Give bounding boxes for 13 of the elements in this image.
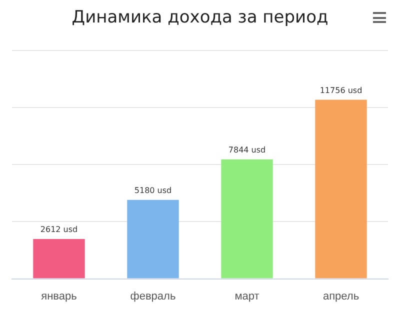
x-tick-label: январь — [41, 290, 78, 302]
bar — [33, 239, 85, 278]
x-tick-label: апрель — [322, 290, 360, 302]
bar — [221, 159, 273, 278]
data-label: 11756 usd — [320, 86, 362, 95]
bar — [127, 200, 179, 278]
x-tick-label: февраль — [130, 290, 176, 302]
data-label: 2612 usd — [40, 225, 78, 234]
data-label: 5180 usd — [134, 186, 172, 196]
data-label: 7844 usd — [228, 145, 266, 154]
x-tick-label: март — [234, 290, 260, 302]
chart-title: Динамика дохода за период — [72, 8, 328, 28]
bar — [315, 100, 367, 278]
